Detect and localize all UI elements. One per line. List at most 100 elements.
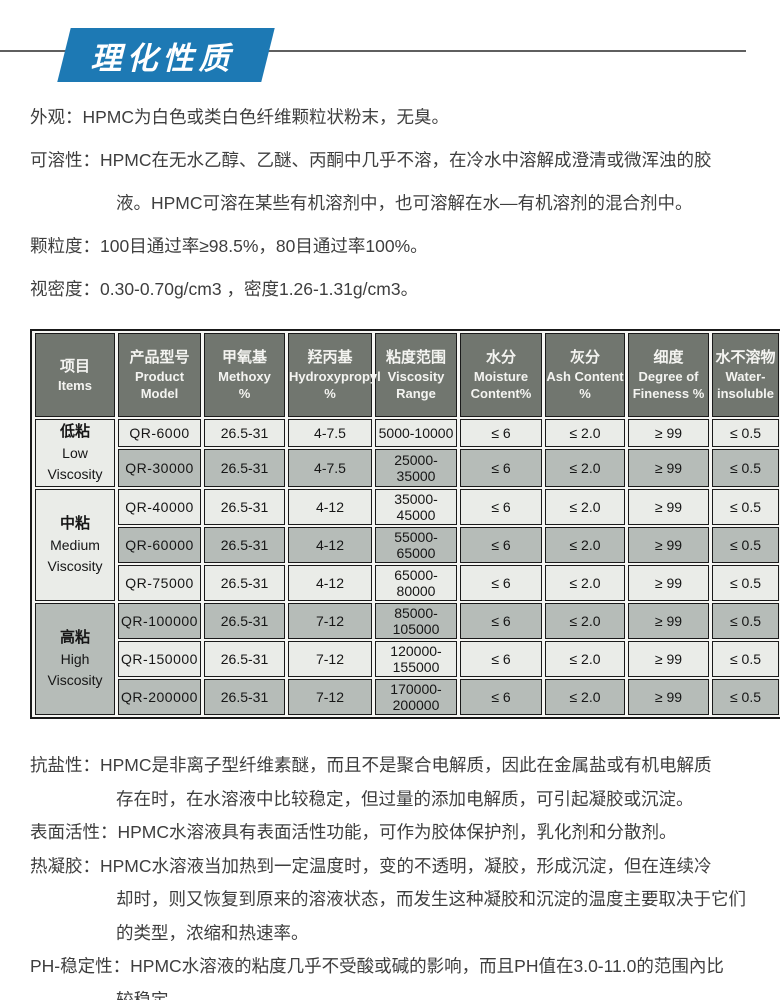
table-row: QR-150000 26.5-31 7-12 120000-155000 ≤ 6 ≤ 2.… [35, 641, 779, 677]
group-label-zh: 高粘 [59, 629, 90, 646]
column-header-zh: 粘度范围 [385, 349, 446, 366]
column-header: 细度 Degree of Fineness % [628, 333, 709, 417]
column-header-en: Hydroxypropyl [289, 369, 381, 384]
paragraph: 抗盐性：HPMC是非离子型纤维素醚，而且不是聚合电解质，因此在金属盐或有机电解质… [30, 749, 752, 816]
cell-moisture: ≤ 6 [460, 449, 542, 487]
group-label-en: Viscosity [47, 558, 103, 574]
cell-viscosity: 35000-45000 [375, 489, 457, 525]
cell-viscosity: 55000-65000 [375, 527, 457, 563]
cell-moisture: ≤ 6 [460, 489, 542, 525]
cell-ash: ≤ 2.0 [545, 565, 625, 601]
table-row: 低粘 Low Viscosity QR-6000 26.5-31 4-7.5 5000-10… [35, 419, 779, 487]
cell-fineness: ≥ 99 [628, 527, 709, 563]
cell-model: QR-60000 [118, 527, 201, 563]
cell-model: QR-200000 [118, 679, 201, 715]
group-label-en: Medium [50, 537, 100, 553]
column-header-en: Viscosity [387, 369, 445, 384]
cell-model: QR-40000 [118, 489, 201, 525]
cell-model: QR-75000 [118, 565, 201, 601]
cell-moisture: ≤ 6 [460, 527, 542, 563]
cell-insoluble: ≤ 0.5 [712, 527, 779, 563]
paragraph-line: 可溶性：HPMC在无水乙醇、乙醚、丙酮中几乎不溶，在冷水中溶解成澄清或微浑浊的胶 [30, 150, 712, 170]
intro-paragraphs: 外观：HPMC为白色或类白色纤维颗粒状粉末，无臭。 可溶性：HPMC在无水乙醇、乙… [30, 96, 750, 311]
table-header-row: 项目 Items 产品型号 Product Model 甲氧基 Methoxy% 羟丙基 Hyd… [35, 333, 779, 417]
column-header-en: Water- [725, 369, 766, 384]
cell-moisture: ≤ 6 [460, 679, 542, 715]
viscosity-group-cell: 高粘 High Viscosity [35, 603, 115, 715]
cell-insoluble: ≤ 0.5 [712, 641, 779, 677]
cell-moisture: ≤ 6 [460, 419, 542, 448]
cell-methoxy: 26.5-31 [204, 679, 285, 715]
column-header: 甲氧基 Methoxy% [204, 333, 285, 417]
cell-viscosity: 25000-35000 [375, 449, 457, 487]
paragraph-line: 热凝胶：HPMC水溶液当加热到一定温度时，变的不透明，凝胶，形成沉淀，但在连续冷 [30, 855, 712, 876]
cell-model: QR-150000 [118, 641, 201, 677]
column-header: 灰分 Ash Content% [545, 333, 625, 417]
column-header-en: % [324, 386, 336, 401]
column-header-zh: 水不溶物 [715, 349, 776, 366]
cell-ash: ≤ 2.0 [545, 419, 625, 448]
column-header-zh: 产品型号 [129, 349, 190, 366]
cell-fineness: ≥ 99 [628, 679, 709, 715]
cell-ash: ≤ 2.0 [545, 449, 625, 487]
cell-hydroxypropyl: 4-7.5 [288, 449, 372, 487]
cell-hydroxypropyl: 7-12 [288, 679, 372, 715]
cell-fineness: ≥ 99 [628, 641, 709, 677]
paragraph-line: 液。HPMC可溶在某些有机溶剂中，也可溶解在水—有机溶剂的混合剂中。 [116, 193, 693, 213]
cell-fineness: ≥ 99 [628, 489, 709, 525]
column-header-en: Content% [470, 386, 532, 401]
cell-ash: ≤ 2.0 [545, 679, 625, 715]
table-row: QR-75000 26.5-31 4-12 65000-80000 ≤ 6 ≤ 2.0 ≥ … [35, 565, 779, 601]
cell-ash: ≤ 2.0 [545, 489, 625, 525]
paragraph-line: PH-稳定性：HPMC水溶液的粘度几乎不受酸或碱的影响，而且PH值在3.0-11… [30, 956, 724, 976]
cell-methoxy: 26.5-31 [204, 565, 285, 601]
column-header-en: insoluble [716, 386, 775, 401]
group-label-zh: 中粘 [59, 515, 90, 532]
cell-insoluble: ≤ 0.5 [712, 679, 779, 715]
cell-viscosity: 5000-10000 [375, 419, 457, 448]
cell-methoxy: 26.5-31 [204, 527, 285, 563]
cell-hydroxypropyl: 4-12 [288, 489, 372, 525]
cell-model: QR-100000 [118, 603, 201, 639]
paragraph-line: 视密度：0.30-0.70g/cm3 ，密度1.26-1.31g/cm3。 [30, 279, 419, 299]
page-title: 理化性质 [88, 40, 242, 76]
group-label-en: Viscosity [47, 672, 103, 688]
cell-fineness: ≥ 99 [628, 603, 709, 639]
cell-viscosity: 85000-105000 [375, 603, 457, 639]
column-header: 羟丙基 Hydroxypropyl% [288, 333, 381, 417]
column-header-en: % [579, 386, 591, 401]
column-header: 产品型号 Product Model [118, 333, 201, 417]
section-header: 理化性质 [0, 0, 780, 82]
cell-ash: ≤ 2.0 [545, 641, 625, 677]
column-header-en: Product [134, 369, 185, 384]
column-header: 水分 Moisture Content% [460, 333, 542, 417]
cell-hydroxypropyl: 7-12 [288, 641, 372, 677]
paragraph-line: 存在时，在水溶液中比较稳定，但过量的添加电解质，可引起凝胶或沉淀。 [116, 788, 694, 809]
column-header-en: Moisture [473, 369, 529, 384]
cell-insoluble: ≤ 0.5 [712, 449, 779, 487]
cell-methoxy: 26.5-31 [204, 419, 285, 448]
paragraph: 颗粒度：100目通过率≥98.5%，80目通过率100%。 [30, 225, 750, 268]
cell-methoxy: 26.5-31 [204, 449, 285, 487]
column-header-zh: 细度 [653, 349, 684, 366]
column-header-en: % [238, 386, 251, 401]
cell-model: QR-6000 [118, 419, 201, 448]
table-row: 高粘 High Viscosity QR-100000 26.5-31 7-12 85000… [35, 603, 779, 715]
cell-fineness: ≥ 99 [628, 419, 709, 448]
column-header-zh: 项目 [59, 357, 90, 375]
cell-methoxy: 26.5-31 [204, 603, 285, 639]
cell-viscosity: 120000-155000 [375, 641, 457, 677]
cell-ash: ≤ 2.0 [545, 603, 625, 639]
cell-hydroxypropyl: 7-12 [288, 603, 372, 639]
column-header-en: Model [140, 386, 179, 401]
column-header-en: Ash Content [546, 369, 624, 384]
header-rule-line [0, 50, 746, 52]
cell-hydroxypropyl: 4-12 [288, 565, 372, 601]
column-header-en: Range [396, 386, 436, 401]
spec-table: 项目 Items 产品型号 Product Model 甲氧基 Methoxy% 羟丙基 Hyd… [30, 329, 780, 719]
cell-fineness: ≥ 99 [628, 565, 709, 601]
cell-moisture: ≤ 6 [460, 565, 542, 601]
group-label-en: Low [62, 445, 88, 461]
paragraph: PH-稳定性：HPMC水溶液的粘度几乎不受酸或碱的影响，而且PH值在3.0-11… [30, 950, 752, 1000]
